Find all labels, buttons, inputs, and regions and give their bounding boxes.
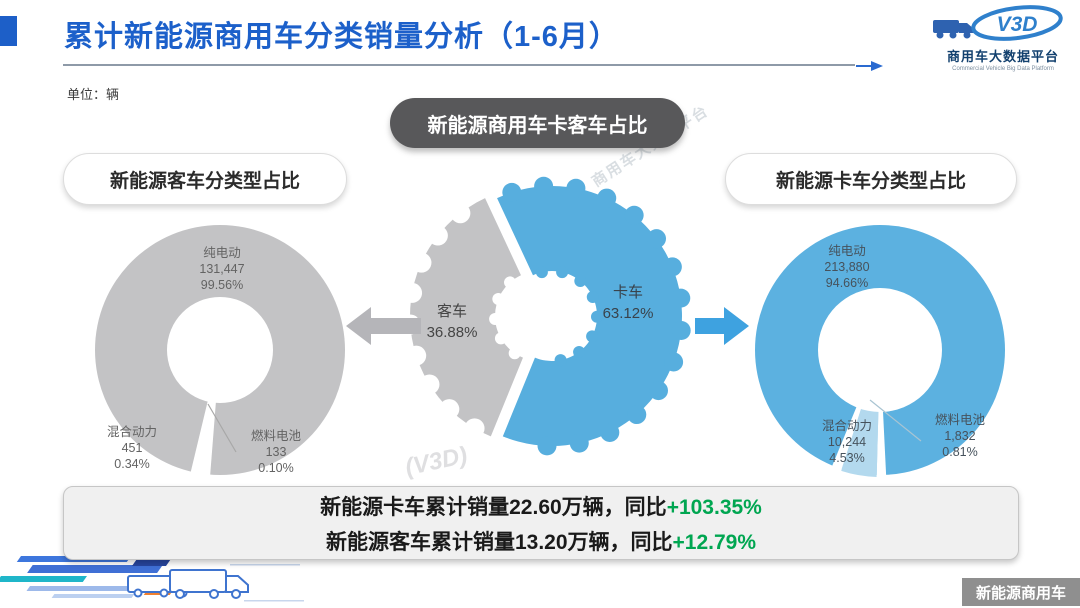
unit-label: 单位：辆 [67,87,120,102]
page-title: 累计新能源商用车分类销量分析（1-6月） [64,21,619,53]
label-value: 213,880 [824,260,870,274]
label-name: 纯电动 [828,244,866,258]
title-divider [63,64,855,66]
brand-name-cn: 商用车大数据平台 [946,49,1059,64]
arrow-left-icon [346,307,421,345]
divider-arrow-icon [856,61,883,71]
label-value: 1,832 [944,429,976,443]
summary-line-bus: 新能源客车累计销量13.20万辆，同比+12.79% [326,526,756,556]
label-name: 燃料电池 [250,429,302,443]
gear-pie-chart [400,176,691,456]
label-pct: 0.34% [114,457,150,471]
summary-bus-text: 新能源客车累计销量13.20万辆，同比 [325,530,673,554]
bus-donut-ev-label: 纯电动 131,447 99.56% [199,245,244,293]
bus-donut-hybrid-label: 混合动力 451 0.34% [107,424,157,472]
label-pct: 94.66% [825,276,869,290]
corner-accent [0,16,17,46]
label-name: 混合动力 [821,419,873,433]
label-name: 燃料电池 [934,413,986,427]
truck-panel-label: 新能源卡车分类型占比 [775,170,966,192]
label-name: 混合动力 [106,425,158,439]
label-value: 10,244 [827,435,867,449]
label-value: 451 [121,441,143,455]
flow-arrows [346,307,749,345]
center-badge: 新能源商用车卡客车占比 [390,98,685,148]
footer-tag: 新能源商用车 [962,578,1080,606]
bus-panel-label: 新能源客车分类型占比 [109,170,300,192]
label-name: 纯电动 [203,246,241,260]
gear-truck-label: 卡车 63.12% [603,282,654,324]
brand-name-en: Commercial Vehicle Big Data Platform [952,66,1054,72]
summary-truck-delta: +103.35% [666,495,762,519]
label-value: 133 [265,445,287,459]
bus-panel-title: 新能源客车分类型占比 [63,153,347,205]
gear-truck-name: 卡车 [612,284,643,301]
gear-truck-pct: 63.12% [602,305,654,322]
label-pct: 99.56% [200,278,244,292]
summary-banner: 新能源卡车累计销量22.60万辆，同比+103.35% 新能源客车累计销量13.… [63,486,1019,560]
brand-logo-icon: V3D [933,5,1063,41]
truck-donut-hybrid-label: 混合动力 10,244 4.53% [822,418,872,466]
brand-logo: V3D 商用车大数据平台 Commercial Vehicle Big Data… [928,2,1078,72]
footer-tag-label: 新能源商用车 [975,584,1066,602]
gear-bus-label: 客车 36.88% [427,301,478,343]
center-badge-label: 新能源商用车卡客车占比 [427,114,648,137]
arrow-right-icon [695,307,749,345]
truck-donut-fuel-label: 燃料电池 1,832 0.81% [935,412,985,460]
label-pct: 0.10% [258,461,294,475]
summary-bus-delta: +12.79% [672,530,757,554]
gear-bus-pct: 36.88% [426,324,478,341]
label-value: 131,447 [199,262,245,276]
label-pct: 4.53% [829,451,865,465]
gear-bus-name: 客车 [436,303,467,320]
summary-line-truck: 新能源卡车累计销量22.60万辆，同比+103.35% [320,491,762,521]
truck-panel-title: 新能源卡车分类型占比 [725,153,1017,205]
label-pct: 0.81% [942,445,978,459]
summary-truck-text: 新能源卡车累计销量22.60万辆，同比 [320,495,667,519]
bus-donut-fuel-label: 燃料电池 133 0.10% [251,428,301,476]
truck-donut-chart [755,225,1005,478]
truck-donut-ev-label: 纯电动 213,880 94.66% [824,243,869,291]
bus-donut-chart [95,225,345,478]
brand-mark: V3D [997,13,1038,36]
